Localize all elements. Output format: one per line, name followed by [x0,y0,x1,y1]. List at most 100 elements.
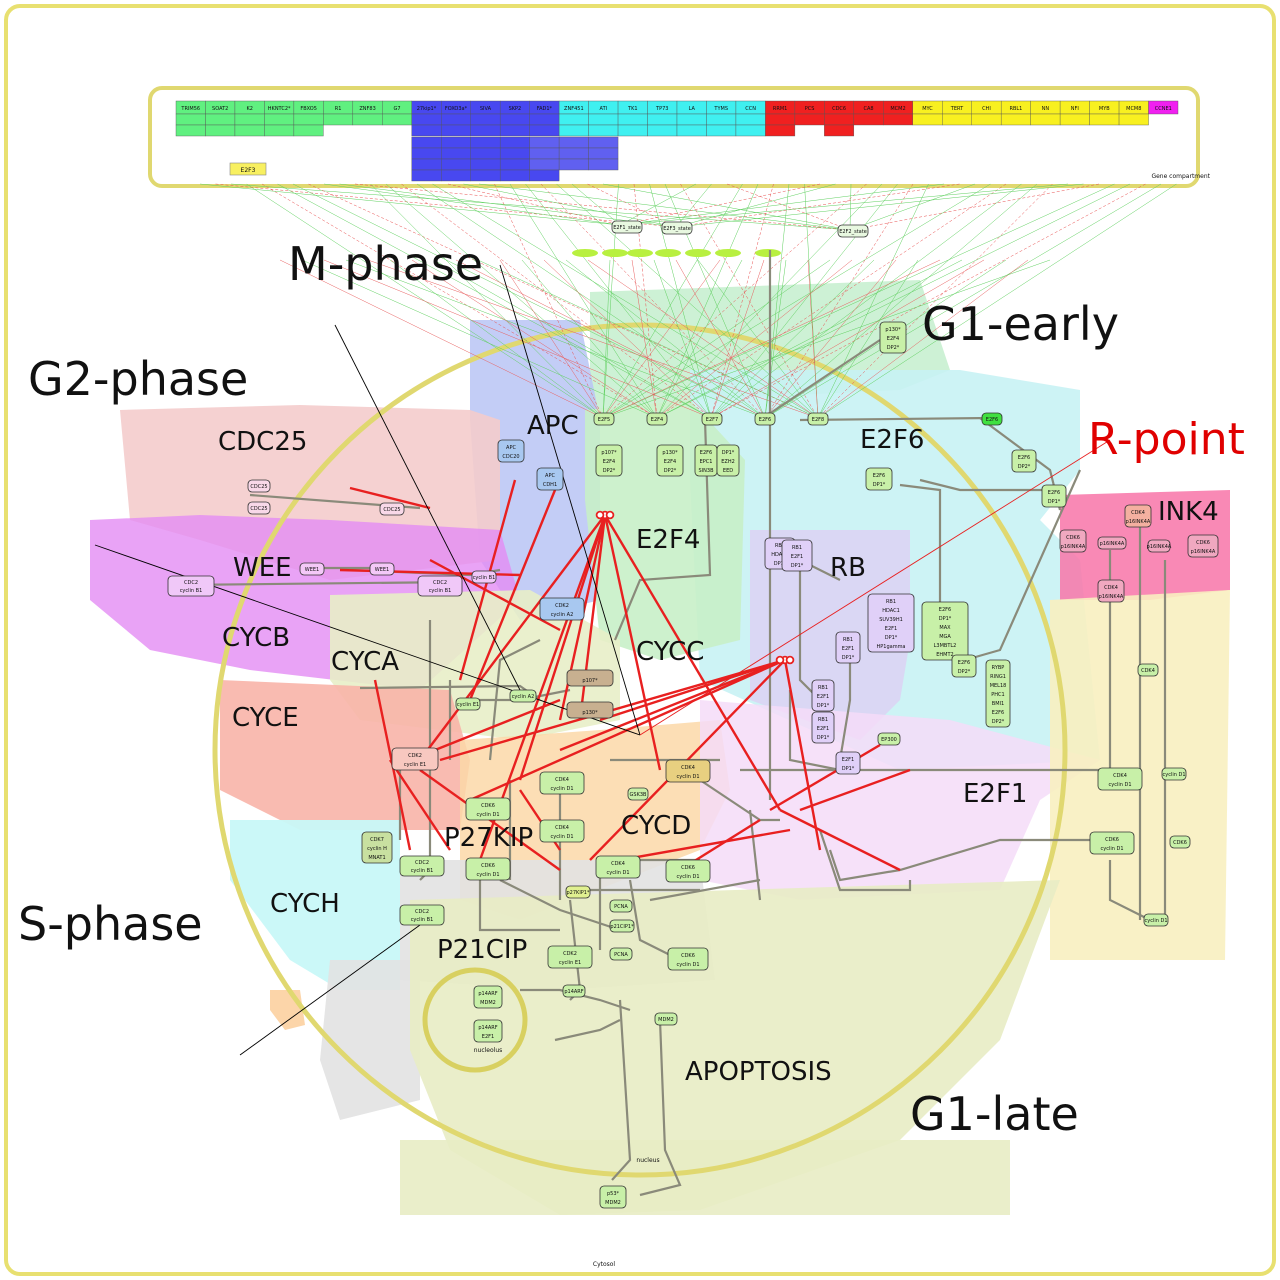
node-pcna[interactable]: PCNA [609,947,633,961]
node-rb-e2f[interactable]: RB1 E2F1 DP1* [835,631,861,664]
node-cdk6-ink4b[interactable]: CDK6 p16INK4A [1187,534,1219,558]
node-cyclin-d1[interactable]: cyclin D1 [1161,767,1187,781]
node-cdc2-cb1c[interactable]: CDC2 cyclin B1 [399,855,445,877]
node-wee1b[interactable]: WEE1 [369,562,395,576]
node-p107-box[interactable]: p107* [566,669,614,687]
node-e2f8[interactable]: E2F8 [807,412,829,426]
node-rb-e2f[interactable]: RB1 E2F1 DP1* [811,711,835,744]
node-e2f4-n[interactable]: E2F4 [646,412,668,426]
node-p16ink4[interactable]: p16INK4A [1147,539,1172,553]
regulation-edge [764,183,1038,419]
node-e2f1-state[interactable]: E2F1_state [611,220,643,234]
node-rb-big[interactable]: RB1 HDAC1 SUV39H1 E2F1 DP1* HP1gamma [867,593,915,653]
node-p21cip1[interactable]: p21CIP1* [609,919,635,933]
gene-box [499,147,530,160]
node-e2f6-dp2[interactable]: E2F6 DP2* [1011,449,1037,473]
node-e2f6-dp2[interactable]: E2F6 DP2* [951,654,977,678]
node-label: RING1 [990,674,1006,680]
gene-box [470,169,501,182]
node-rb-e2f[interactable]: RB1 E2F1 DP1* [781,539,813,572]
node-cdk4-d1[interactable]: CDK4 cyclin D1 [539,771,585,795]
node-cdc25c[interactable]: CDC25 [379,502,405,516]
node-cdk6-d1[interactable]: CDK6 cyclin D1 [465,797,511,821]
node-cdk6-d1[interactable]: CDK6 cyclin D1 [667,947,709,971]
node-box [539,597,585,621]
node-label: CDK7 [370,837,384,843]
node-cdk6[interactable]: CDK6 [1169,835,1191,849]
node-cdk6-d1r[interactable]: CDK6 cyclin D1 [1089,831,1135,855]
node-e2f6-cx2[interactable]: DP1* EZH2 EED [716,444,740,477]
node-p14arf-e2f1[interactable]: p14ARF E2F1 [473,1019,503,1043]
node-cyclin-e1[interactable]: cyclin E1 [455,697,481,711]
node-e2f6-max[interactable]: E2F6 DP1* MAX MGA L3MBTL2 EHMT2 [921,601,969,661]
node-e2f7[interactable]: E2F7 [701,412,723,426]
node-label: cyclin D1 [550,786,573,792]
node-rb-e2f[interactable]: RB1 E2F1 DP1* [811,679,835,712]
node-p14arf-mdm2[interactable]: p14ARF MDM2 [473,985,503,1009]
node-cdk6-d1[interactable]: CDK6 cyclin D1 [665,859,711,883]
node-p130-e2f4b[interactable]: p130* E2F4 DP2* [656,444,684,477]
node-e2f2-state[interactable]: E2F2_state [837,224,869,238]
node-cdk2-ca2[interactable]: CDK2 cyclin A2 [539,597,585,621]
node-label: EPC1 [700,459,713,465]
node-cdc25a[interactable]: CDC25 [247,479,271,493]
node-e2f6-cx[interactable]: E2F6 EPC1 SIN3B [694,444,718,477]
node-p53-mdm2[interactable]: p53* MDM2 [599,1185,627,1209]
node-cyclin-d1b[interactable]: cyclin D1 [1143,913,1169,927]
node-e2f6-dp1[interactable]: E2F6 DP1* [865,467,893,491]
node-cdk6-ink4[interactable]: CDK6 p16INK4A [1059,529,1087,553]
node-e2f3-state[interactable]: E2F3_state [661,221,693,235]
regulation-edge [478,183,851,231]
node-e2f6-rybp[interactable]: RYBP RING1 MEL18 PHC1 BMI1 E2F6 DP2* [985,659,1011,728]
node-box [473,1019,503,1043]
node-e2f6-dp1b[interactable]: E2F6 DP1* [1041,484,1067,508]
node-ep300[interactable]: EP300 [877,732,901,746]
node-cdc2-cb1d[interactable]: CDC2 cyclin B1 [399,904,445,926]
node-wee1[interactable]: WEE1 [299,562,325,576]
phase-label-g2: G2-phase [28,352,248,406]
node-cdk7[interactable]: CDK7 cyclin H MNAT1 [361,831,393,864]
node-gsk3b[interactable]: GSK3B [627,787,649,801]
node-cdk2-ce1[interactable]: CDK2 cyclin E1 [391,747,439,771]
node-cdk4-ink4[interactable]: CDK4 p16INK4A [1097,579,1125,603]
node-label: p130* [662,450,678,456]
node-cdk6-d1[interactable]: CDK6 cyclin D1 [465,857,511,881]
node-p130-box[interactable]: p130* [566,701,614,719]
node-apc-cdc20[interactable]: APC CDC20 [497,439,525,463]
node-p16ink4[interactable]: p16INK4A [1097,536,1127,550]
node-e2f5[interactable]: E2F5 [593,412,615,426]
regulation-edge [389,259,604,419]
node-p130-e2f4[interactable]: p130* E2F4 DP2* [879,321,907,354]
node-box [661,221,693,235]
node-cdc25b[interactable]: CDC25 [247,501,271,515]
regulation-edge [764,183,914,419]
region-label-apoptosis: APOPTOSIS [685,1057,832,1087]
gene-box [706,124,737,137]
node-cdk4[interactable]: CDK4 [1137,663,1159,677]
node-p14arf[interactable]: p14ARF [562,984,586,998]
node-e2f6-n[interactable]: E2F6 [754,412,776,426]
node-cdk4-d1[interactable]: CDK4 cyclin D1 [539,819,585,843]
node-box [609,947,633,961]
region-label-e2f1: E2F1 [963,779,1027,809]
gene-label: SIVA [480,106,492,112]
node-apc-cdh1[interactable]: APC CDH1 [536,467,564,491]
node-pcna[interactable]: PCNA [609,899,633,913]
node-cdk4-d1r[interactable]: CDK4 cyclin D1 [1097,767,1143,791]
node-e2f1-dp[interactable]: E2F1 DP1* [835,751,861,775]
node-box [835,631,861,664]
node-mdm2[interactable]: MDM2 [654,1012,678,1026]
node-e2f6-top[interactable]: E2F6 [981,412,1003,426]
node-cyclin-b1[interactable]: cyclin B1 [471,570,497,584]
regulation-edge [477,259,819,419]
node-label: E2F1 [817,726,829,732]
node-cdc2-cb1[interactable]: CDC2 cyclin B1 [167,575,215,597]
node-p107-e2f4[interactable]: p107* E2F4 DP2* [595,444,623,477]
node-cdk4-d1[interactable]: CDK4 cyclin D1 [665,759,711,783]
node-cdk2-ce1[interactable]: CDK2 cyclin E1 [547,945,593,969]
node-p27kip1[interactable]: p27KIP1* [565,885,591,899]
node-cdc2-cb1b[interactable]: CDC2 cyclin B1 [417,575,463,597]
node-cdk4-d1[interactable]: CDK4 cyclin D1 [595,855,641,879]
node-cyclin-a2[interactable]: cyclin A2 [509,689,537,703]
node-cdk4-ink4[interactable]: CDK4 p16INK4A [1124,504,1152,528]
